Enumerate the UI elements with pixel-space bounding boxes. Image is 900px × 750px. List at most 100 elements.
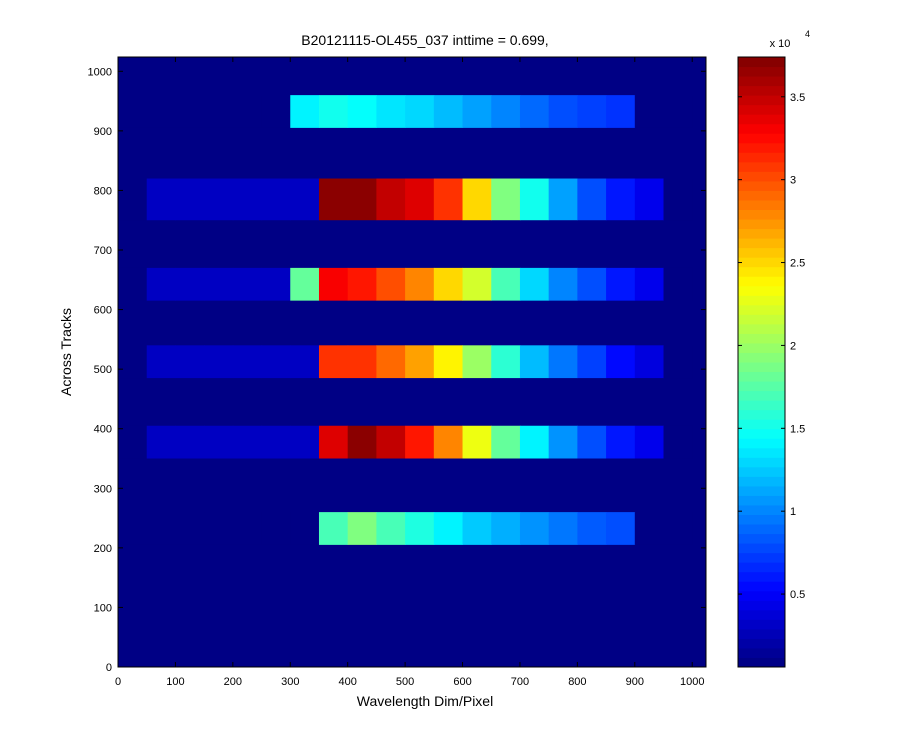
heat-cell [146,512,176,545]
heat-cell [175,345,205,379]
colorbar-segment [738,552,785,563]
x-axis-label: Wavelength Dim/Pixel [357,693,493,709]
heat-cell [290,267,320,301]
colorbar-segment [738,409,785,420]
x-tick-label: 1000 [680,676,704,688]
heat-cell [519,425,550,459]
heat-cell [118,512,148,545]
heat-cell [462,345,492,379]
colorbar-segment [738,295,785,306]
heat-cell [433,95,464,128]
heat-cell [175,425,205,459]
heat-cell [491,95,521,128]
heat-cell [663,345,693,379]
y-tick-label: 700 [94,245,112,257]
heat-cell [519,178,550,221]
x-tick-label: 300 [281,676,299,688]
heat-cell [290,95,320,128]
heat-cell [491,267,521,301]
colorbar-segment [738,504,785,515]
colorbar-segment [738,438,785,449]
colorbar-frame [737,56,786,668]
heat-cell [261,512,291,545]
heat-cell [318,425,349,459]
y-tick-label: 900 [94,126,112,138]
colorbar-segment [738,199,785,210]
heat-cell [606,345,636,379]
colorbar-tick-label: 3.5 [790,92,805,104]
colorbar-segment [738,314,785,325]
heat-cell [118,178,148,221]
heat-cell [376,95,406,128]
colorbar-segment [738,657,785,668]
heat-cell [606,95,636,128]
heat-cell [146,178,176,221]
heat-cell [204,345,234,379]
heat-cell [606,512,636,545]
heat-cell [519,95,550,128]
colorbar-segment [738,123,785,134]
heat-cell [606,425,636,459]
heat-cell [491,512,521,545]
y-tick-label: 400 [94,424,112,436]
colorbar-segment [738,581,785,592]
heat-cell [290,178,320,221]
heat-cell [634,345,665,379]
x-tick-label: 800 [568,676,586,688]
heat-cell [577,425,607,459]
colorbar-segment [738,66,785,77]
colorbar-segment [738,628,785,639]
heat-cell [204,425,234,459]
heat-cell [376,512,406,545]
heat-cell [462,267,492,301]
colorbar-segment [738,142,785,153]
colorbar-segment [738,104,785,115]
colorbar-segment [738,76,785,87]
colorbar-segment [738,400,785,411]
colorbar-segment [738,590,785,601]
heat-cell [634,512,665,545]
colorbar-segment [738,543,785,554]
heat-cell [175,267,205,301]
x-tick-label: 700 [511,676,529,688]
heat-cell [232,425,263,459]
heat-cell [175,178,205,221]
heat-cell [519,267,550,301]
heat-cell [146,345,176,379]
x-tick-label: 500 [396,676,414,688]
heat-cell [376,425,406,459]
colorbar-multiplier: x 10 [770,38,791,50]
heat-cell [577,95,607,128]
colorbar-segment [738,276,785,287]
colorbar-segment [738,485,785,496]
heat-cell [347,95,377,128]
x-tick-label: 200 [224,676,242,688]
heat-cell [261,267,291,301]
heat-cell [433,425,464,459]
x-tick-label: 900 [626,676,644,688]
heat-cell [433,267,464,301]
heat-cell [261,345,291,379]
heat-cell [548,425,578,459]
heat-cell [519,345,550,379]
colorbar-segment [738,638,785,649]
y-tick-label: 500 [94,364,112,376]
x-tick-label: 0 [115,676,121,688]
heat-cell [405,345,435,379]
heat-cell [577,178,607,221]
heat-cell [491,345,521,379]
colorbar-segment [738,152,785,163]
heat-cell [634,267,665,301]
colorbar-segment [738,114,785,125]
heat-cell [204,95,234,128]
heat-cell [405,425,435,459]
heat-cell [577,512,607,545]
y-axis-label: Across Tracks [58,308,74,396]
colorbar-segment [738,161,785,172]
heat-cell [491,178,521,221]
colorbar-segment [738,266,785,277]
heat-cell [175,95,205,128]
colorbar-segment [738,571,785,582]
colorbar-segment [738,133,785,144]
colorbar-segment [738,257,785,268]
